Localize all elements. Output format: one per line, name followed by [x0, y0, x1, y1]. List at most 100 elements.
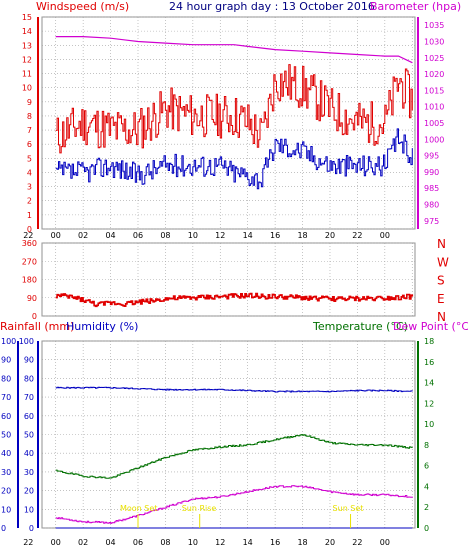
compass-tick-2: S — [437, 274, 445, 288]
barometer-tick-3: 990 — [424, 168, 439, 177]
temperature-tick-7: 14 — [424, 379, 434, 388]
barometer-tick-11: 1030 — [424, 37, 444, 46]
windspeed-tick-6: 6 — [27, 140, 32, 149]
panel1-time-tick-9: 16 — [270, 231, 280, 240]
windspeed-tick-0: 0 — [27, 225, 32, 234]
panel1-time-tick-10: 18 — [297, 231, 307, 240]
humidity-tick-6: 60 — [24, 412, 34, 421]
temperature-tick-3: 6 — [424, 462, 429, 471]
windspeed-tick-11: 11 — [22, 70, 32, 79]
panel1-time-tick-6: 10 — [188, 231, 198, 240]
panel-labels: 24 hour graph day : 13 October 2016 Wind… — [0, 0, 468, 333]
wind-direction-line — [55, 292, 414, 308]
rainfall-tick-6: 30 — [1, 468, 11, 477]
barometer-tick-5: 1000 — [424, 135, 444, 144]
dewpoint-axis-label: Dew Point (°C) — [393, 320, 468, 333]
barometer-tick-8: 1015 — [424, 86, 444, 95]
windspeed-tick-10: 10 — [22, 84, 32, 93]
humidity-tick-4: 40 — [24, 449, 34, 458]
rainfall-tick-8: 40 — [1, 449, 11, 458]
panel3-time-tick-2: 02 — [78, 538, 88, 547]
panel3-time-tick-9: 16 — [270, 538, 280, 547]
temperature-tick-4: 8 — [424, 441, 429, 450]
windspeed-tick-13: 13 — [22, 41, 32, 50]
humidity-tick-7: 70 — [24, 393, 34, 402]
direction-tick-3: 270 — [22, 257, 37, 266]
panel1-time-tick-3: 04 — [105, 231, 115, 240]
windspeed-tick-1: 1 — [27, 211, 32, 220]
rain-humidity-temperature-panel: 0102030405060708090100010203040506070809… — [1, 337, 434, 547]
panel3-time-tick-4: 06 — [133, 538, 143, 547]
panel1-time-tick-8: 14 — [243, 231, 253, 240]
panel1-time-tick-0: 22 — [23, 231, 33, 240]
panel3-time-tick-12: 22 — [352, 538, 362, 547]
temperature-line — [55, 434, 413, 479]
panel1-time-tick-5: 08 — [160, 231, 170, 240]
compass-tick-3: W — [437, 255, 449, 269]
barometer-axis-label: Barometer (hpa) — [370, 0, 461, 13]
compass-tick-0: N — [437, 310, 446, 324]
barometer-tick-7: 1010 — [424, 103, 444, 112]
windspeed-tick-15: 15 — [22, 13, 32, 22]
panel1-time-tick-1: 00 — [51, 231, 61, 240]
windspeed-tick-9: 9 — [27, 98, 32, 107]
humidity-tick-5: 50 — [24, 431, 34, 440]
rainfall-tick-20: 100 — [1, 337, 16, 346]
panel3-time-tick-7: 12 — [215, 538, 225, 547]
humidity-tick-3: 30 — [24, 468, 34, 477]
panel1-time-tick-12: 22 — [352, 231, 362, 240]
temperature-tick-1: 2 — [424, 503, 429, 512]
humidity-line — [55, 386, 413, 393]
temperature-tick-9: 18 — [424, 337, 434, 346]
barometer-tick-10: 1025 — [424, 54, 444, 63]
humidity-tick-1: 10 — [24, 505, 34, 514]
annotation-label-1: Sun Rise — [182, 504, 217, 513]
direction-tick-1: 90 — [27, 294, 37, 303]
rainfall-axis-label: Rainfall (mm) — [0, 320, 74, 333]
compass-tick-1: E — [437, 292, 445, 306]
humidity-tick-9: 90 — [24, 356, 34, 365]
annotation-label-2: Sun Set — [333, 504, 364, 513]
annotation-label-0: Moon Set — [120, 504, 157, 513]
windspeed-tick-4: 4 — [27, 168, 32, 177]
windspeed-tick-8: 8 — [27, 112, 32, 121]
humidity-tick-2: 20 — [24, 487, 34, 496]
windspeed-tick-7: 7 — [27, 126, 32, 135]
windspeed-tick-5: 5 — [27, 154, 32, 163]
windspeed-tick-2: 2 — [27, 197, 32, 206]
temperature-tick-6: 12 — [424, 399, 434, 408]
direction-tick-0: 0 — [32, 312, 37, 321]
barometer-tick-6: 1005 — [424, 119, 444, 128]
barometer-tick-2: 985 — [424, 184, 439, 193]
rainfall-tick-10: 50 — [1, 431, 11, 440]
temperature-tick-8: 16 — [424, 358, 434, 367]
compass-tick-4: N — [437, 237, 446, 251]
direction-tick-2: 180 — [22, 276, 37, 285]
wind-average-line — [55, 128, 413, 190]
rainfall-tick-16: 80 — [1, 374, 11, 383]
windspeed-tick-12: 12 — [22, 55, 32, 64]
panel3-time-tick-10: 18 — [297, 538, 307, 547]
windspeed-tick-3: 3 — [27, 183, 32, 192]
barometer-line — [55, 36, 413, 64]
direction-tick-4: 360 — [22, 239, 37, 248]
barometer-tick-1: 980 — [424, 201, 439, 210]
panel1-time-tick-4: 06 — [133, 231, 143, 240]
barometer-tick-0: 975 — [424, 217, 439, 226]
rainfall-tick-14: 70 — [1, 393, 11, 402]
dewpoint-line — [55, 485, 413, 524]
barometer-tick-9: 1020 — [424, 70, 444, 79]
temperature-tick-2: 4 — [424, 482, 429, 491]
temperature-tick-5: 10 — [424, 420, 434, 429]
rainfall-tick-12: 60 — [1, 412, 11, 421]
rainfall-tick-2: 10 — [1, 505, 11, 514]
barometer-tick-4: 995 — [424, 152, 439, 161]
temperature-tick-0: 0 — [424, 524, 429, 533]
panel3-time-tick-13: 00 — [380, 538, 390, 547]
barometer-tick-12: 1035 — [424, 21, 444, 30]
rainfall-tick-4: 20 — [1, 487, 11, 496]
panel3-time-tick-3: 04 — [105, 538, 115, 547]
panel3-time-tick-1: 00 — [51, 538, 61, 547]
